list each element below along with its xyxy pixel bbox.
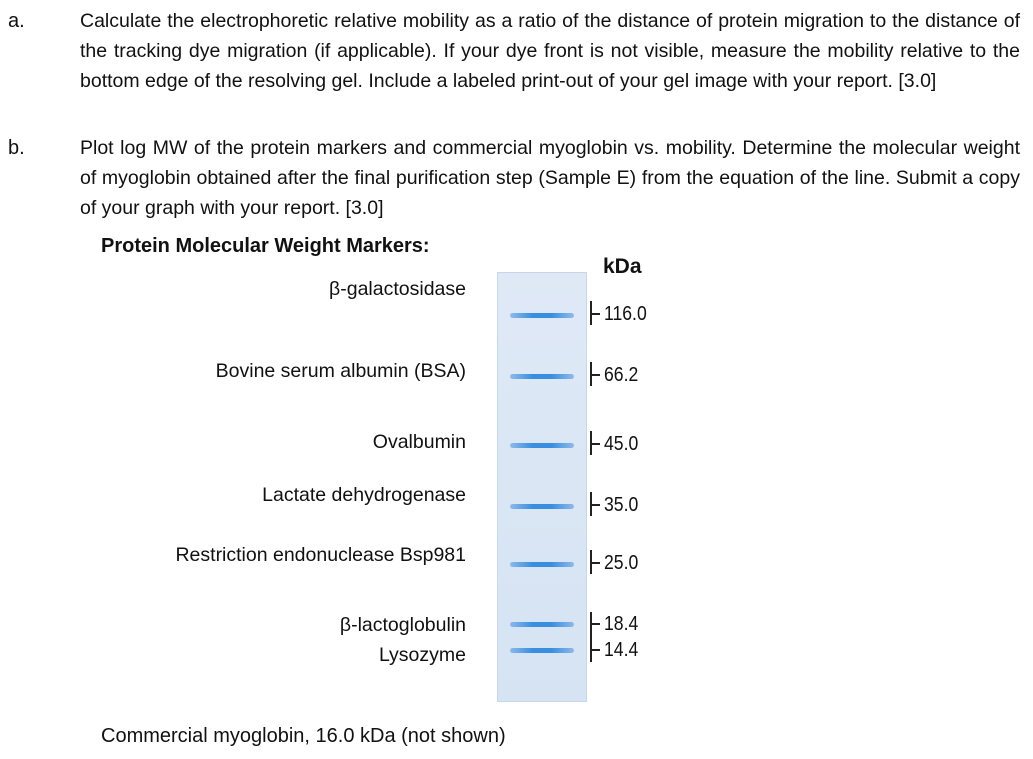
mw-tick-35 bbox=[591, 504, 600, 506]
gel-band-18 bbox=[510, 622, 574, 627]
mw-value-45: 45.0 bbox=[604, 433, 639, 455]
gel-lane-image bbox=[497, 272, 587, 702]
gel-band-35 bbox=[510, 504, 574, 509]
item-b-marker: b. bbox=[8, 137, 25, 159]
protein-name-ovalbumin: Ovalbumin bbox=[372, 431, 466, 453]
mw-value-35: 35.0 bbox=[604, 494, 639, 516]
mw-value-66: 66.2 bbox=[604, 364, 639, 386]
item-a-marker: a. bbox=[8, 10, 25, 32]
protein-name-lactate-dehydrogenase: Lactate dehydrogenase bbox=[262, 484, 466, 506]
mw-value-18: 18.4 bbox=[604, 613, 639, 635]
item-a-text: Calculate the electrophoretic relative m… bbox=[80, 10, 1020, 92]
gel-band-66 bbox=[510, 374, 574, 379]
protein-name-beta-lactoglobulin: β-lactoglobulin bbox=[339, 614, 466, 636]
mw-value-25: 25.0 bbox=[604, 552, 639, 574]
protein-name-beta-galactosidase: β-galactosidase bbox=[329, 278, 466, 300]
mw-tick-bar-18-14 bbox=[590, 612, 592, 662]
mw-tick-45 bbox=[591, 443, 600, 445]
gel-band-25 bbox=[510, 562, 574, 567]
mw-tick-25 bbox=[591, 562, 600, 564]
item-b-text: Plot log MW of the protein markers and c… bbox=[80, 137, 1020, 219]
protein-name-lysozyme: Lysozyme bbox=[378, 644, 466, 666]
markers-heading: Protein Molecular Weight Markers: bbox=[101, 235, 430, 257]
mw-tick-66 bbox=[591, 374, 600, 376]
gel-band-45 bbox=[510, 443, 574, 448]
protein-name-bsp981: Restriction endonuclease Bsp981 bbox=[175, 544, 466, 566]
protein-name-bsa: Bovine serum albumin (BSA) bbox=[215, 360, 466, 382]
mw-tick-116 bbox=[591, 313, 600, 315]
gel-band-116 bbox=[510, 313, 574, 318]
gel-band-14 bbox=[510, 648, 574, 653]
myoglobin-footnote: Commercial myoglobin, 16.0 kDa (not show… bbox=[101, 725, 506, 747]
kda-unit-label: kDa bbox=[603, 255, 642, 278]
mw-tick-14 bbox=[591, 649, 600, 651]
mw-value-116: 116.0 bbox=[604, 303, 647, 325]
mw-tick-18 bbox=[591, 623, 600, 625]
mw-value-14: 14.4 bbox=[604, 639, 639, 661]
